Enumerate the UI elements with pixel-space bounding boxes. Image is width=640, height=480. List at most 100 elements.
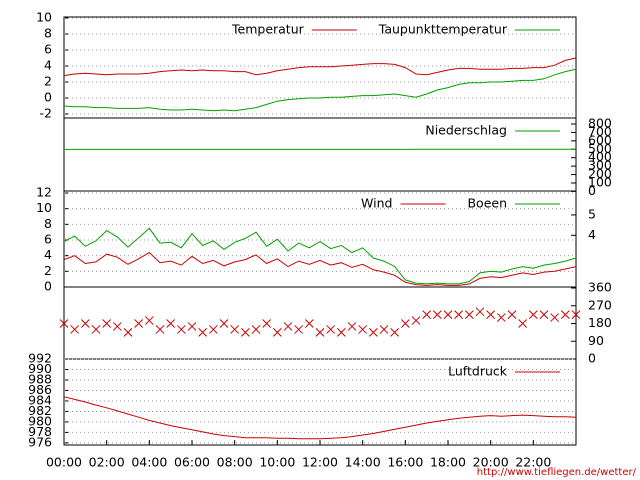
y2-tick-label: 100 — [588, 174, 612, 189]
y-tick-label: 984 — [28, 392, 52, 407]
data-point — [144, 316, 154, 325]
data-point — [294, 325, 304, 334]
data-point — [102, 319, 112, 328]
data-point — [315, 328, 325, 337]
data-point — [208, 325, 218, 334]
y-tick-label: 990 — [28, 361, 52, 376]
y2-tick-label: 180 — [588, 315, 612, 330]
data-point — [496, 313, 506, 322]
x-tick-label: 02:00 — [89, 455, 125, 470]
x-tick-label: 18:00 — [430, 455, 466, 470]
y2-tick-label: 360 — [588, 280, 612, 295]
y2-tick-label: 300 — [588, 158, 612, 173]
x-tick-label: 10:00 — [259, 455, 295, 470]
legend-label: Boeen — [467, 196, 507, 211]
legend-label: Wind — [361, 196, 392, 211]
legend-label: Niederschlag — [425, 123, 507, 138]
data-point — [198, 328, 208, 337]
data-point — [187, 322, 197, 331]
data-point — [411, 316, 421, 325]
y2-tick-label: 200 — [588, 166, 612, 181]
x-tick-label: 20:00 — [473, 455, 509, 470]
data-point — [550, 313, 560, 322]
data-point — [59, 319, 69, 328]
data-point — [443, 310, 453, 319]
y-tick-label: 4 — [44, 58, 52, 73]
y-tick-label: 8 — [44, 216, 52, 231]
data-point — [368, 328, 378, 337]
y-tick-label: 2 — [44, 263, 52, 278]
y-tick-label: -2 — [40, 106, 52, 121]
y-tick-label: 10 — [36, 10, 52, 25]
y-tick-label: 6 — [44, 42, 52, 57]
data-point — [240, 328, 250, 337]
legend-label: Luftdruck — [448, 364, 508, 379]
data-point — [528, 310, 538, 319]
data-point — [518, 319, 528, 328]
y2-tick-label: 4 — [588, 227, 596, 242]
data-point — [507, 310, 517, 319]
x-tick-label: 14:00 — [345, 455, 381, 470]
data-point — [123, 328, 133, 337]
data-point — [230, 325, 240, 334]
y-tick-label: 4 — [44, 247, 52, 262]
data-point — [358, 325, 368, 334]
data-point — [400, 319, 410, 328]
y-tick-label: 980 — [28, 413, 52, 428]
y-tick-label: 988 — [28, 371, 52, 386]
y2-tick-label: 800 — [588, 116, 612, 131]
data-point — [251, 325, 261, 334]
data-point — [155, 325, 165, 334]
y-tick-label: 12 — [36, 185, 52, 200]
data-point — [272, 328, 282, 337]
y-tick-label: 976 — [28, 434, 52, 449]
data-point — [347, 322, 357, 331]
data-point — [422, 310, 432, 319]
data-line — [63, 251, 577, 286]
y-tick-label: 0 — [44, 90, 52, 105]
x-tick-label: 12:00 — [302, 455, 338, 470]
data-point — [336, 328, 346, 337]
data-line — [63, 396, 577, 440]
data-point — [571, 310, 581, 319]
data-point — [283, 322, 293, 331]
data-point — [262, 319, 272, 328]
legend-label: Temperatur — [231, 22, 305, 37]
y-tick-label: 986 — [28, 382, 52, 397]
data-point — [112, 322, 122, 331]
panel-frame — [63, 286, 577, 360]
data-point — [91, 325, 101, 334]
x-tick-label: 16:00 — [387, 455, 423, 470]
y2-tick-label: 400 — [588, 149, 612, 164]
data-point — [70, 325, 80, 334]
y2-tick-label: 600 — [588, 132, 612, 147]
x-tick-label: 04:00 — [131, 455, 167, 470]
x-tick-label: 06:00 — [174, 455, 210, 470]
y2-tick-label: 0 — [588, 351, 596, 366]
data-point — [304, 319, 314, 328]
x-tick-label: 22:00 — [515, 455, 551, 470]
data-line — [63, 68, 577, 112]
data-line — [63, 57, 577, 77]
legend-label: Taupunkttemperatur — [378, 22, 508, 37]
data-point — [475, 307, 485, 317]
data-point — [176, 325, 186, 334]
data-point — [486, 310, 496, 319]
data-point — [560, 310, 570, 319]
data-point — [390, 328, 400, 337]
data-point — [454, 310, 464, 319]
y2-tick-label: 90 — [588, 333, 604, 348]
data-point — [326, 325, 336, 334]
y-tick-label: 2 — [44, 74, 52, 89]
data-line — [63, 227, 577, 285]
y-tick-label: 0 — [44, 279, 52, 294]
data-point — [379, 325, 389, 334]
y2-tick-label: 270 — [588, 297, 612, 312]
data-point — [539, 310, 549, 319]
data-point — [464, 310, 474, 319]
x-tick-label: 08:00 — [217, 455, 253, 470]
y2-tick-label: 500 — [588, 141, 612, 156]
data-point — [432, 310, 442, 319]
y-tick-label: 8 — [44, 26, 52, 41]
y2-tick-label: 0 — [588, 183, 596, 198]
